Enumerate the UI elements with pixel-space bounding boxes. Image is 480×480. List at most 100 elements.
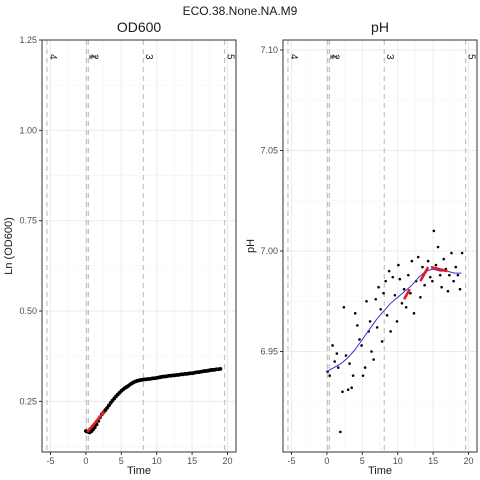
marker-label: 1	[328, 54, 339, 60]
data-point	[377, 285, 380, 289]
data-point	[350, 386, 353, 389]
panel-border	[41, 39, 237, 453]
plot-area	[326, 229, 464, 434]
marker-label: 2	[88, 54, 99, 60]
data-point	[407, 273, 410, 277]
data-point	[331, 344, 334, 347]
x-tick-label: 5	[360, 456, 365, 466]
data-point	[456, 273, 460, 277]
marker-label: 4	[288, 54, 299, 60]
data-point	[370, 350, 373, 353]
data-point	[333, 360, 336, 363]
fit-line	[326, 268, 462, 373]
y-tick-label: 1.00	[19, 125, 37, 135]
data-point	[335, 352, 339, 355]
panel-1: 4 12 3 5 -5 0 5 10 15 20 6.95 7.00 7.05 7.10 pH Time pH	[245, 19, 478, 477]
data-point	[389, 330, 392, 333]
data-point	[404, 305, 408, 309]
data-point	[458, 287, 462, 291]
data-point	[351, 374, 355, 377]
x-axis-label: Time	[368, 465, 392, 477]
y-tick-label: 6.95	[260, 347, 278, 357]
data-point	[412, 312, 416, 315]
panel-title: pH	[371, 19, 389, 35]
y-tick-label: 7.10	[260, 45, 278, 55]
x-tick-label: 20	[463, 456, 473, 466]
y-tick-label: 0.50	[19, 306, 37, 316]
data-point	[410, 259, 414, 263]
data-point	[423, 283, 426, 287]
panel-title: OD600	[117, 19, 162, 35]
data-point	[365, 299, 368, 303]
data-point	[395, 320, 399, 323]
plot-area	[83, 366, 223, 435]
data-point	[450, 251, 453, 255]
data-point	[391, 275, 395, 279]
highlight-segment	[419, 266, 430, 282]
data-point	[398, 277, 402, 281]
data-point	[341, 390, 344, 394]
x-tick-label: 10	[393, 456, 403, 466]
y-tick-label: 0.75	[19, 216, 37, 226]
data-point	[328, 374, 332, 377]
data-point	[356, 324, 359, 327]
data-point	[419, 295, 422, 299]
data-point	[454, 265, 458, 269]
data-point	[428, 275, 432, 279]
marker-label: 3	[143, 54, 154, 60]
data-point	[360, 344, 363, 347]
highlight-segment	[430, 265, 448, 273]
y-axis-label: pH	[245, 239, 257, 253]
data-point	[363, 366, 367, 369]
data-point	[446, 289, 450, 293]
x-tick-label: 15	[187, 456, 197, 466]
x-tick-label: -5	[46, 456, 54, 466]
x-tick-label: 15	[428, 456, 438, 466]
figure-title: ECO.38.None.NA.M9	[183, 4, 298, 18]
data-point	[440, 285, 443, 289]
data-point	[409, 291, 412, 295]
x-tick-label: 10	[152, 456, 162, 466]
data-point	[368, 320, 372, 323]
x-tick-label: 0	[83, 456, 88, 466]
data-point	[432, 229, 436, 233]
data-point	[353, 312, 357, 315]
y-axis-label: Ln (OD600)	[3, 217, 15, 274]
data-point	[384, 279, 387, 283]
data-point	[400, 301, 404, 305]
panels-group: 4 12 3 5-5 0 5 10 15 200.250.500.751.001.25OD600…	[3, 19, 478, 477]
panel-0: 4 12 3 5 -5 0 5 10 15 20 0.25 0.50 0.75 1.00 1.25 OD600…	[3, 19, 237, 477]
data-point	[92, 425, 97, 430]
y-tick-label: 7.00	[260, 246, 278, 256]
data-point	[452, 279, 455, 283]
data-point	[448, 273, 451, 277]
data-point	[382, 291, 385, 295]
data-point	[460, 251, 464, 255]
data-point	[426, 259, 430, 263]
data-point	[387, 269, 391, 273]
data-point	[380, 340, 384, 343]
data-point	[339, 430, 342, 434]
data-point	[379, 308, 383, 311]
data-point	[375, 326, 379, 329]
data-point	[372, 358, 375, 361]
marker-label: 2	[329, 54, 340, 60]
data-point	[402, 287, 406, 291]
data-point	[336, 366, 340, 369]
highlight-segment	[402, 288, 411, 300]
panel-border	[282, 39, 478, 453]
data-point	[348, 362, 351, 365]
data-point	[361, 374, 365, 377]
data-point	[358, 338, 361, 341]
highlight-segment	[86, 410, 106, 433]
data-point	[344, 354, 348, 357]
marker-label: 3	[384, 54, 395, 60]
marker-label: 1	[87, 54, 98, 60]
data-point	[438, 273, 442, 277]
data-point	[431, 279, 434, 283]
data-point	[416, 255, 420, 259]
data-point	[385, 314, 389, 317]
data-point	[393, 293, 397, 297]
data-point	[218, 366, 223, 371]
